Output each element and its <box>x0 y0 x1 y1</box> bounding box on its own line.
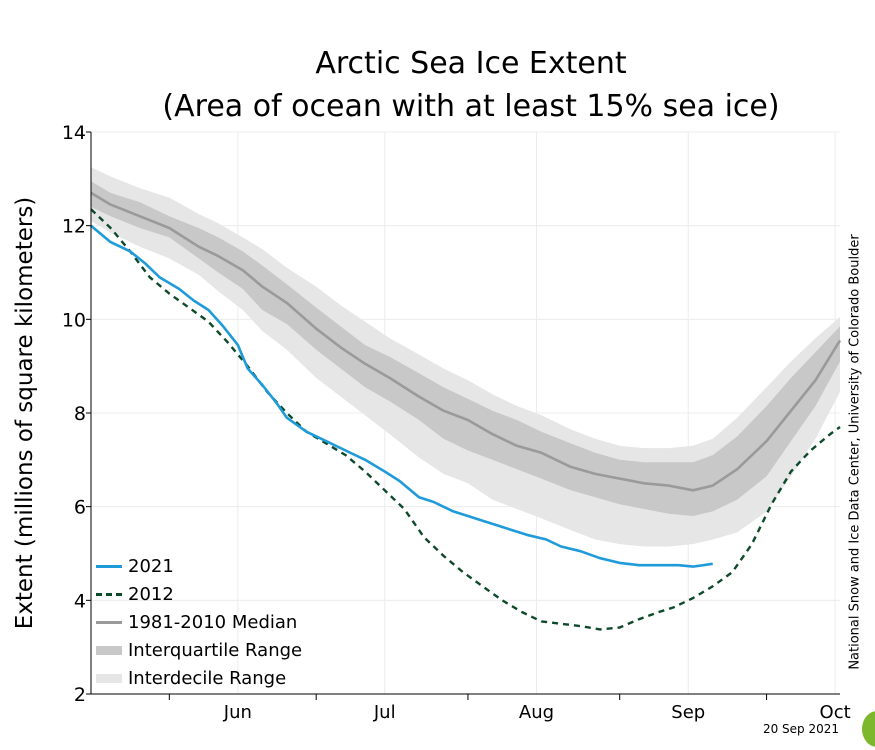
series-2012-line <box>90 208 841 631</box>
y-tick-label-8: 8 <box>74 403 86 425</box>
y-axis-label: Extent (millions of square kilometers) <box>12 196 38 630</box>
legend: 2021 2012 1981-2010 Median Interquartile… <box>96 552 302 692</box>
date-stamp: 20 Sep 2021 <box>762 722 839 736</box>
y-tick-label-2: 2 <box>74 684 86 706</box>
series-2021-line <box>90 224 713 568</box>
y-tick-label-14: 14 <box>62 122 86 144</box>
legend-swatch-2012 <box>96 592 122 596</box>
x-tick-label-oct: Oct <box>820 702 851 723</box>
y-tick-label-12: 12 <box>62 216 86 238</box>
interdecile-band <box>91 167 840 547</box>
legend-label-2021: 2021 <box>128 555 174 577</box>
chart-title: Arctic Sea Ice Extent <box>315 46 627 81</box>
source-credit: National Snow and Ice Data Center, Unive… <box>847 234 863 670</box>
legend-swatch-median <box>96 620 122 624</box>
legend-swatch-2021 <box>96 564 122 568</box>
legend-item-2021: 2021 <box>96 552 302 580</box>
interquartile-band <box>91 181 840 516</box>
legend-item-2012: 2012 <box>96 580 302 608</box>
median-line <box>90 191 842 492</box>
legend-label-2012: 2012 <box>128 583 174 605</box>
y-tick-label-6: 6 <box>74 497 86 519</box>
legend-label-interquartile: Interquartile Range <box>128 639 303 661</box>
x-tick-label-jul: Jul <box>373 702 396 723</box>
legend-label-interdecile: Interdecile Range <box>128 667 287 689</box>
y-tick-label-4: 4 <box>74 590 86 612</box>
legend-item-interquartile: Interquartile Range <box>96 636 302 664</box>
nsidc-logo-fragment <box>862 711 875 747</box>
legend-item-median: 1981-2010 Median <box>96 608 302 636</box>
legend-swatch-interquartile <box>96 645 122 655</box>
x-tick-label-jun: Jun <box>223 702 252 723</box>
legend-item-interdecile: Interdecile Range <box>96 664 302 692</box>
x-tick-label-sep: Sep <box>671 702 705 723</box>
y-tick-label-10: 10 <box>62 309 86 331</box>
legend-swatch-interdecile <box>96 673 122 683</box>
chart-subtitle: (Area of ocean with at least 15% sea ice… <box>162 89 780 124</box>
legend-label-median: 1981-2010 Median <box>128 611 298 633</box>
x-tick-label-aug: Aug <box>519 702 554 723</box>
